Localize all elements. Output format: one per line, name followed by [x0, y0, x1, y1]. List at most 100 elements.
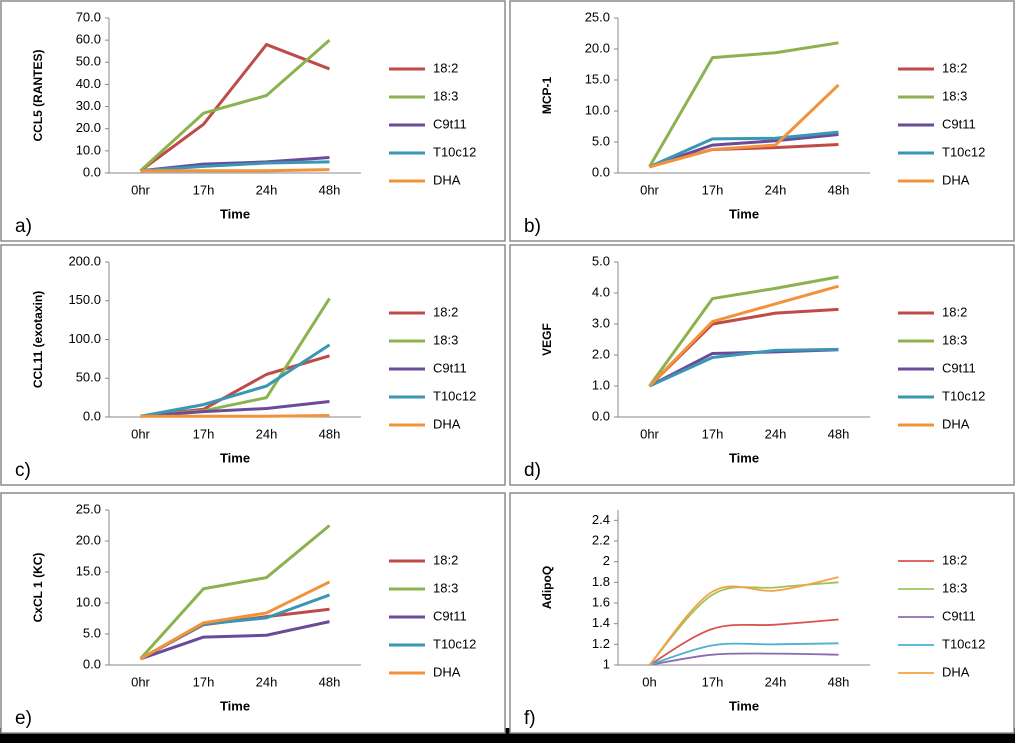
x-tick-label: 48h — [828, 426, 850, 441]
legend-label: T10c12 — [433, 636, 476, 651]
panel: 0.0 5.0 10.0 15.0 20.0 25.0 0hr 17h 24h 48h Time MC… — [509, 0, 1015, 242]
y-tick-label: 1.0 — [592, 377, 610, 392]
legend-label: C9t11 — [942, 116, 976, 131]
legend-label: DHA — [942, 172, 970, 187]
panel: 0.0 50.0 100.0 150.0 200.0 0hr 17h 24h 48h Time CC… — [0, 244, 506, 486]
y-tick-label: 60.0 — [76, 32, 101, 47]
x-tick-label: 0hr — [131, 182, 150, 197]
y-tick-label: 1 — [603, 656, 610, 671]
x-tick-label: 17h — [702, 426, 724, 441]
y-tick-label: 10.0 — [585, 102, 610, 117]
legend-label: 18:2 — [942, 60, 967, 75]
y-tick-label: 25.0 — [76, 501, 101, 516]
panel-label: a) — [15, 216, 32, 237]
legend-label: 18:2 — [942, 552, 967, 567]
y-tick-label: 10.0 — [76, 142, 101, 157]
y-tick-label: 20.0 — [76, 120, 101, 135]
y-tick-label: 50.0 — [76, 370, 101, 385]
legend-label: T10c12 — [942, 144, 985, 159]
panel-label: e) — [15, 708, 32, 729]
x-tick-label: 0hr — [131, 426, 150, 441]
data-line — [140, 620, 330, 661]
legend-label: 18:2 — [433, 60, 458, 75]
x-tick-label: 17h — [702, 674, 724, 689]
y-tick-label: 15.0 — [76, 563, 101, 578]
x-tick-label: 24h — [256, 182, 278, 197]
x-tick-label: 24h — [765, 182, 787, 197]
legend-label: 18:3 — [433, 580, 458, 595]
data-line — [140, 413, 330, 418]
panel-label: d) — [524, 460, 541, 481]
data-line — [648, 130, 839, 169]
legend-label: 18:3 — [942, 580, 967, 595]
panel-frame — [509, 244, 1015, 486]
y-tick-label: 40.0 — [76, 76, 101, 91]
data-line — [649, 642, 839, 666]
legend-label: C9t11 — [433, 608, 467, 623]
data-line — [648, 284, 839, 388]
y-tick-label: 2.2 — [592, 532, 610, 547]
y-tick-label: 30.0 — [76, 98, 101, 113]
y-tick-label: 10.0 — [76, 594, 101, 609]
data-line — [140, 343, 331, 418]
panel: 0.0 5.0 10.0 15.0 20.0 25.0 0hr 17h 24h 48h Time Cx… — [0, 492, 506, 734]
y-axis-label: CCL5 (RANTES) — [31, 49, 45, 141]
legend-label: DHA — [433, 416, 461, 431]
data-line — [140, 400, 330, 418]
x-tick-label: 48h — [319, 674, 341, 689]
legend-label: DHA — [433, 172, 461, 187]
y-tick-label: 25.0 — [585, 9, 610, 24]
y-tick-label: 1.2 — [592, 636, 610, 651]
y-tick-label: 200.0 — [68, 253, 101, 268]
legend-label: C9t11 — [433, 116, 467, 131]
y-tick-label: 0.0 — [83, 656, 101, 671]
y-tick-label: 2.4 — [592, 512, 610, 527]
data-line — [649, 83, 840, 169]
y-tick-label: 4.0 — [592, 284, 610, 299]
legend-label: DHA — [433, 664, 461, 679]
data-line — [649, 652, 839, 666]
panel-frame — [0, 0, 506, 242]
y-tick-label: 3.0 — [592, 315, 610, 330]
legend-label: DHA — [942, 664, 970, 679]
x-tick-label: 0hr — [640, 426, 659, 441]
legend-label: 18:2 — [942, 304, 967, 319]
y-tick-label: 2.0 — [592, 346, 610, 361]
x-tick-label: 24h — [765, 426, 787, 441]
legend-label: T10c12 — [942, 388, 985, 403]
legend-label: C9t11 — [433, 360, 467, 375]
panel-frame — [0, 492, 506, 734]
legend-label: 18:2 — [433, 304, 458, 319]
y-tick-label: 20.0 — [585, 40, 610, 55]
x-tick-label: 0hr — [640, 182, 659, 197]
y-tick-label: 15.0 — [585, 71, 610, 86]
y-tick-label: 70.0 — [76, 9, 101, 24]
x-tick-label: 24h — [765, 674, 787, 689]
legend-label: 18:3 — [433, 332, 458, 347]
legend-label: T10c12 — [433, 388, 476, 403]
x-tick-label: 17h — [702, 182, 724, 197]
panel-label: b) — [524, 216, 541, 237]
legend-label: 18:3 — [942, 332, 967, 347]
panel-label: c) — [15, 460, 31, 481]
y-tick-label: 0.0 — [83, 164, 101, 179]
legend-label: DHA — [942, 416, 970, 431]
panel-frame — [509, 0, 1015, 242]
data-line — [649, 618, 839, 666]
x-tick-label: 0hr — [131, 674, 150, 689]
x-axis-label: Time — [220, 450, 250, 465]
data-line — [139, 39, 331, 172]
x-tick-label: 17h — [193, 182, 215, 197]
y-axis-label: CxCL 1 (KC) — [31, 553, 45, 623]
legend-label: 18:3 — [433, 88, 458, 103]
y-tick-label: 50.0 — [76, 54, 101, 69]
y-tick-label: 5.0 — [592, 253, 610, 268]
data-line — [648, 347, 839, 388]
y-tick-label: 5.0 — [592, 133, 610, 148]
x-tick-label: 0h — [642, 674, 656, 689]
data-line — [648, 576, 839, 666]
x-tick-label: 48h — [319, 426, 341, 441]
x-tick-label: 48h — [319, 182, 341, 197]
x-axis-label: Time — [729, 206, 759, 221]
